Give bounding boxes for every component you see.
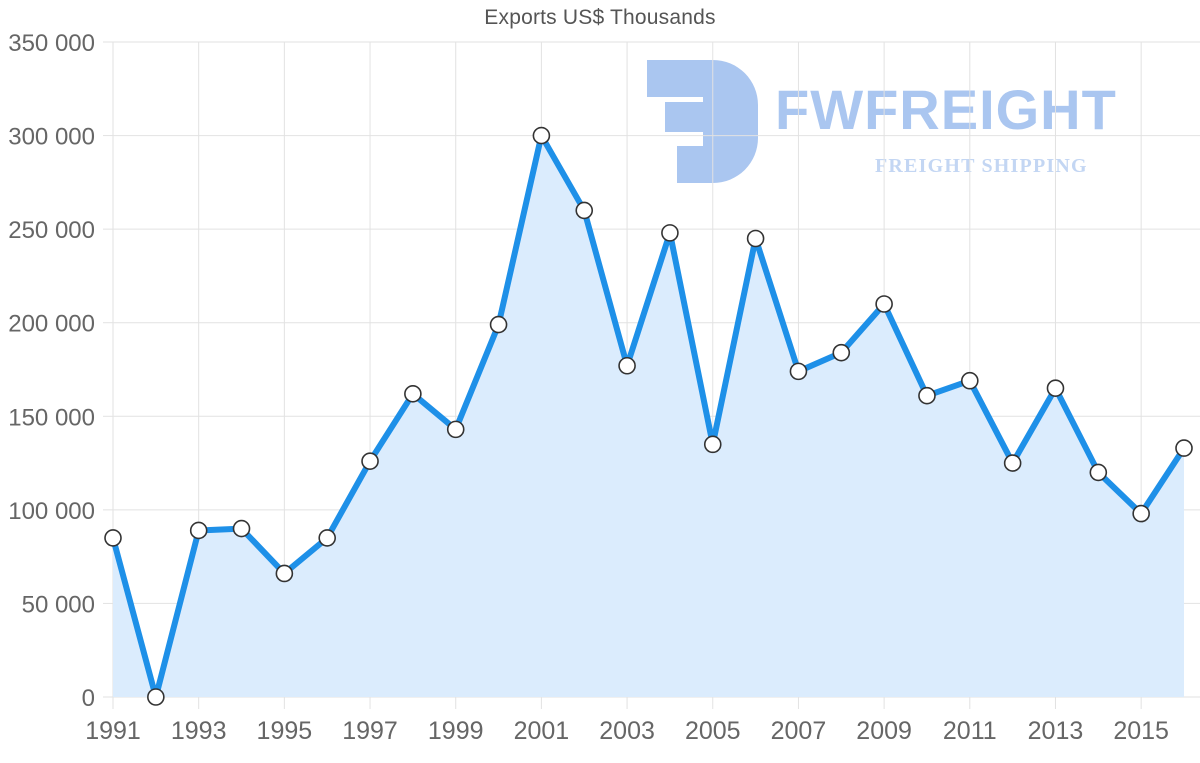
series-line: [110, 132, 1187, 700]
data-point-marker: [618, 356, 636, 375]
area-fill: [113, 135, 1184, 698]
y-axis-tick-label: 50 000: [22, 591, 95, 618]
data-point-marker: [275, 564, 294, 583]
x-axis-tick-label: 2015: [1113, 717, 1169, 745]
data-point-marker: [446, 420, 465, 439]
data-point-marker: [746, 229, 765, 248]
data-point-marker: [832, 343, 851, 362]
x-axis-labels: 1991 1993 1995 1997 1999 2001 2003 2005 2007 2009…: [85, 717, 1169, 745]
x-axis-tick-label: 1991: [85, 717, 141, 745]
x-axis-tick-label: 2007: [771, 717, 827, 745]
data-point-marker: [1089, 463, 1108, 482]
data-point-marker: [1003, 454, 1022, 472]
data-point-marker: [189, 521, 208, 540]
data-point-marker: [960, 371, 979, 390]
data-point-marker: [104, 529, 122, 547]
data-point-marker: [232, 519, 251, 538]
y-axis-tick-label: 350 000: [8, 30, 95, 57]
y-axis-tick-label: 100 000: [8, 498, 95, 525]
y-axis-tick-label: 0: [82, 685, 95, 712]
y-axis-tick-label: 150 000: [8, 404, 95, 431]
x-axis-tick-label: 1997: [342, 717, 398, 745]
data-point-marker: [1175, 439, 1193, 457]
y-axis-tick-label: 300 000: [8, 124, 95, 151]
x-axis-tick-label: 1999: [428, 717, 484, 745]
x-axis-tick-label: 2005: [685, 717, 741, 745]
data-point-marker: [1046, 379, 1065, 398]
data-point-marker: [703, 435, 722, 454]
x-axis-tick-label: 2009: [856, 717, 912, 745]
data-point-marker: [661, 224, 679, 242]
y-axis-tick-label: 250 000: [8, 217, 95, 244]
data-point-marker: [147, 688, 165, 706]
chart-title: Exports US$ Thousands: [484, 6, 716, 29]
area-fill-path: [113, 135, 1184, 698]
x-axis-tick-label: 2011: [943, 717, 997, 745]
data-point-marker: [361, 452, 379, 471]
data-point-marker: [1132, 504, 1150, 523]
x-axis-tick-label: 2003: [599, 717, 655, 745]
data-markers: [104, 126, 1193, 706]
x-axis-tick-label: 2013: [1028, 717, 1084, 745]
data-point-marker: [532, 126, 551, 145]
data-point-marker: [404, 385, 422, 403]
data-point-marker: [918, 386, 936, 405]
data-point-marker: [575, 201, 594, 220]
x-axis-tick-label: 2001: [514, 717, 570, 745]
x-axis-tick-label: 1995: [257, 717, 313, 745]
data-point-marker: [789, 362, 808, 381]
x-axis-tick-label: 1993: [171, 717, 227, 745]
data-point-marker: [875, 295, 893, 313]
y-axis-labels: 0 50 000 100 000 150 000 200 000 250 000 300 0…: [8, 30, 95, 712]
data-point-marker: [318, 529, 337, 547]
y-axis-tick-label: 200 000: [8, 311, 95, 338]
data-point-marker: [489, 315, 508, 334]
data-line: [110, 132, 1187, 700]
